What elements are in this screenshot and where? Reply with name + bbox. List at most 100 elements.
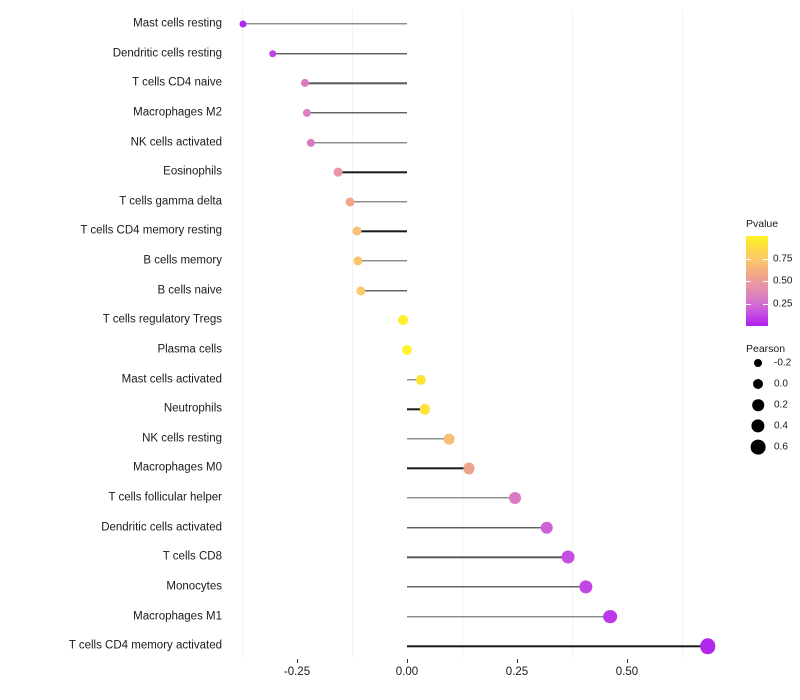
- gridline-major: [517, 10, 519, 658]
- lollipop-dot[interactable]: [353, 256, 363, 266]
- lollipop-stem: [407, 378, 422, 381]
- legend-pearson-label: 0.4: [774, 420, 788, 432]
- legend-pearson-label: 0.6: [774, 441, 788, 453]
- lollipop-stem: [407, 615, 610, 618]
- plot-panel: [232, 10, 736, 658]
- lollipop-dot[interactable]: [463, 462, 475, 474]
- y-axis-label: Macrophages M2: [133, 106, 222, 119]
- colorbar-tick-label: 0.50: [773, 275, 793, 287]
- colorbar-tick-label: 0.25: [773, 298, 793, 309]
- lollipop-stem: [407, 408, 426, 410]
- y-axis-label: Plasma cells: [157, 343, 222, 356]
- lollipop-dot[interactable]: [333, 167, 343, 177]
- colorbar-tick: [763, 303, 768, 305]
- gridline-minor: [462, 10, 463, 658]
- y-axis-label: T cells regulatory Tregs: [102, 313, 222, 326]
- lollipop-dot[interactable]: [508, 492, 521, 505]
- lollipop-stem: [311, 141, 407, 144]
- lollipop-dot[interactable]: [415, 374, 427, 385]
- lollipop-dot[interactable]: [352, 226, 362, 236]
- lollipop-dot[interactable]: [602, 609, 617, 624]
- gridline-minor: [352, 10, 353, 658]
- x-axis-tick-mark: [517, 659, 518, 663]
- colorbar-tick: [746, 303, 751, 305]
- lollipop-dot[interactable]: [303, 108, 312, 117]
- lollipop-stem: [407, 438, 449, 440]
- lollipop-stem: [407, 497, 515, 499]
- y-axis-label: B cells naive: [157, 283, 222, 296]
- y-axis-label: Eosinophils: [163, 165, 222, 178]
- lollipop-stem: [407, 586, 587, 588]
- colorbar-tick: [763, 281, 768, 282]
- lollipop-dot[interactable]: [443, 433, 455, 445]
- y-axis-label: Dendritic cells activated: [101, 520, 222, 533]
- x-axis-tick-label: 0.50: [615, 666, 639, 678]
- y-axis-label: T cells CD4 memory resting: [80, 224, 222, 237]
- y-axis-label: NK cells activated: [130, 135, 222, 148]
- gridline-major: [407, 10, 409, 658]
- y-axis-label: Neutrophils: [163, 402, 222, 415]
- gridline-minor: [682, 10, 683, 658]
- lollipop-stem: [407, 527, 547, 529]
- legend-pearson-dot: [754, 359, 762, 367]
- lollipop-dot[interactable]: [419, 404, 431, 415]
- legend-pearson-dot: [751, 419, 765, 433]
- lollipop-stem: [242, 23, 407, 25]
- y-axis-label: Macrophages M0: [133, 461, 222, 474]
- lollipop-stem: [356, 230, 407, 233]
- lollipop-stem: [304, 82, 407, 84]
- lollipop-dot[interactable]: [306, 138, 316, 147]
- y-axis-label: T cells follicular helper: [108, 491, 222, 504]
- y-axis-label: B cells memory: [143, 254, 222, 267]
- lollipop-stem: [349, 201, 407, 203]
- lollipop-dot[interactable]: [561, 550, 575, 564]
- legend-pvalue-title: Pvalue: [746, 218, 779, 230]
- lollipop-dot[interactable]: [239, 20, 247, 28]
- legend-pearson-dot: [753, 379, 763, 389]
- lollipop-stem: [407, 467, 470, 470]
- legend-pearson-label: 0.2: [774, 399, 788, 411]
- y-axis-label: Dendritic cells resting: [112, 46, 222, 59]
- y-axis-label: NK cells resting: [142, 432, 222, 445]
- y-axis-label: Monocytes: [166, 580, 222, 593]
- legend-pearson-dot: [750, 439, 766, 455]
- lollipop-stem: [407, 645, 708, 647]
- lollipop-stem: [272, 52, 407, 55]
- x-axis-tick-label: 0.25: [505, 666, 529, 678]
- legend-pearson-dot: [752, 399, 764, 411]
- x-axis-tick-label: 0.00: [395, 666, 419, 678]
- lollipop-stem: [360, 289, 407, 292]
- lollipop-dot[interactable]: [398, 315, 408, 326]
- colorbar-tick: [746, 281, 751, 282]
- colorbar-tick: [763, 258, 768, 260]
- y-axis-labels: Mast cells resting Dendritic cells restin…: [0, 0, 228, 700]
- gridline-minor: [242, 10, 243, 658]
- gridline-minor: [572, 10, 573, 658]
- legend-pearson-label: 0.0: [774, 378, 788, 390]
- y-axis-label: T cells gamma delta: [119, 195, 222, 208]
- lollipop-dot[interactable]: [540, 521, 554, 534]
- pvalue-colorbar: [746, 236, 768, 326]
- gridline-major: [627, 10, 629, 658]
- lollipop-dot[interactable]: [356, 286, 366, 296]
- y-axis-label: Mast cells activated: [121, 372, 222, 385]
- lollipop-dot[interactable]: [345, 197, 355, 207]
- legend-pearson-label: -0.2: [774, 357, 792, 369]
- lollipop-stem: [358, 260, 407, 262]
- lollipop-dot[interactable]: [700, 638, 716, 654]
- lollipop-dot[interactable]: [579, 580, 593, 594]
- gridline-major: [297, 10, 299, 658]
- lollipop-dot[interactable]: [402, 344, 412, 355]
- lollipop-stem: [337, 171, 407, 173]
- y-axis-label: T cells CD4 naive: [132, 76, 222, 89]
- y-axis-label: T cells CD8: [162, 550, 222, 563]
- lollipop-dot[interactable]: [300, 79, 309, 88]
- x-axis-tick-label: -0.25: [283, 666, 311, 678]
- x-axis-tick-mark: [627, 659, 628, 663]
- lollipop-stem: [307, 112, 407, 114]
- lollipop-dot[interactable]: [269, 49, 277, 58]
- x-axis-tick-mark: [407, 659, 408, 663]
- y-axis-label: Mast cells resting: [133, 17, 222, 30]
- x-axis-tick-mark: [297, 659, 298, 663]
